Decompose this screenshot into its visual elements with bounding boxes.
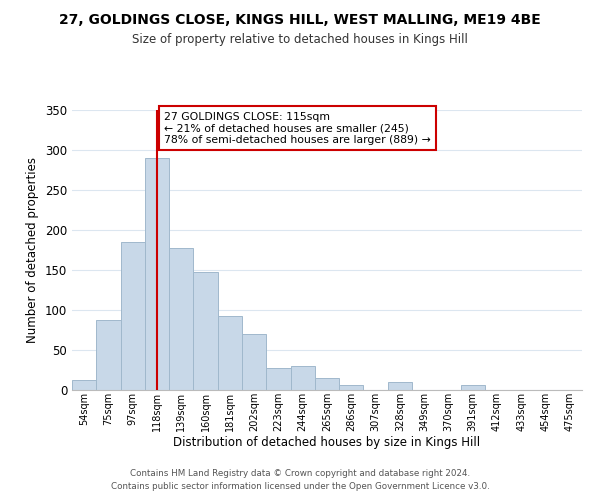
Bar bbox=[242, 334, 266, 390]
X-axis label: Distribution of detached houses by size in Kings Hill: Distribution of detached houses by size … bbox=[173, 436, 481, 450]
Bar bbox=[461, 385, 485, 390]
Text: Size of property relative to detached houses in Kings Hill: Size of property relative to detached ho… bbox=[132, 32, 468, 46]
Bar bbox=[72, 380, 96, 390]
Text: 27 GOLDINGS CLOSE: 115sqm
← 21% of detached houses are smaller (245)
78% of semi: 27 GOLDINGS CLOSE: 115sqm ← 21% of detac… bbox=[164, 112, 431, 145]
Bar bbox=[218, 316, 242, 390]
Bar bbox=[193, 272, 218, 390]
Bar bbox=[145, 158, 169, 390]
Bar bbox=[121, 242, 145, 390]
Text: Contains public sector information licensed under the Open Government Licence v3: Contains public sector information licen… bbox=[110, 482, 490, 491]
Bar bbox=[290, 366, 315, 390]
Bar bbox=[388, 382, 412, 390]
Bar bbox=[315, 378, 339, 390]
Bar bbox=[169, 248, 193, 390]
Text: 27, GOLDINGS CLOSE, KINGS HILL, WEST MALLING, ME19 4BE: 27, GOLDINGS CLOSE, KINGS HILL, WEST MAL… bbox=[59, 12, 541, 26]
Bar bbox=[266, 368, 290, 390]
Bar bbox=[339, 385, 364, 390]
Text: Contains HM Land Registry data © Crown copyright and database right 2024.: Contains HM Land Registry data © Crown c… bbox=[130, 468, 470, 477]
Y-axis label: Number of detached properties: Number of detached properties bbox=[26, 157, 40, 343]
Bar bbox=[96, 320, 121, 390]
